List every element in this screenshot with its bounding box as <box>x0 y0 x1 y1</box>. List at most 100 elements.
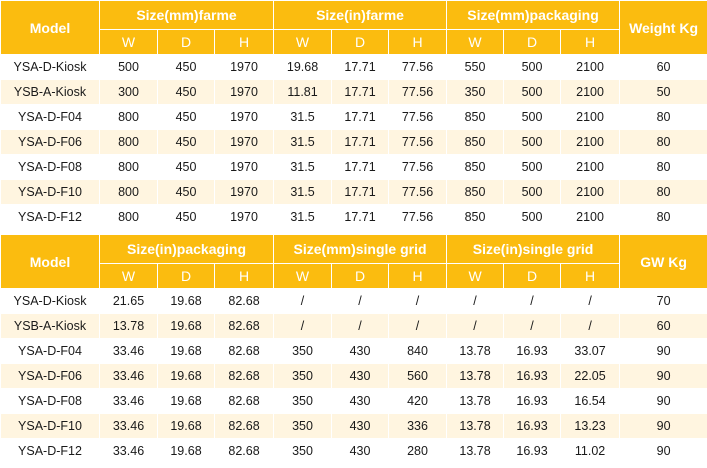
value-cell: / <box>388 288 448 314</box>
frame-dimension-header: D <box>157 29 215 55</box>
value-cell: 77.56 <box>388 104 448 130</box>
value-cell: 300 <box>99 79 158 105</box>
value-cell: 800 <box>99 104 158 130</box>
value-cell: 500 <box>503 179 562 205</box>
value-cell: 560 <box>388 363 448 389</box>
value-cell: 11.02 <box>560 438 621 464</box>
value-cell: 17.71 <box>331 54 390 80</box>
value-cell: 17.71 <box>331 204 390 230</box>
value-cell: 1970 <box>213 129 275 155</box>
packaging-group-header-row: Model Size(in)packaging Size(mm)single gri… <box>0 234 707 289</box>
packaging-dimension-header: H <box>560 263 621 289</box>
value-cell: 2100 <box>560 54 621 80</box>
value-cell: 31.5 <box>273 154 333 180</box>
value-cell: 16.54 <box>560 388 621 414</box>
value-cell: 82.68 <box>213 288 275 314</box>
table-row: YSA-D-F04 33.46 19.68 82.68 350 430 840 13.78 16… <box>0 338 707 364</box>
value-cell: 430 <box>331 413 390 439</box>
value-cell: 1970 <box>213 204 275 230</box>
value-cell: 33.46 <box>99 338 158 364</box>
value-cell: / <box>446 313 505 339</box>
value-cell: 17.71 <box>331 179 390 205</box>
value-cell: 13.78 <box>446 338 505 364</box>
model-cell: YSA-D-F04 <box>0 338 100 364</box>
value-cell: 82.68 <box>213 413 275 439</box>
value-cell: 19.68 <box>157 313 215 339</box>
value-cell: 77.56 <box>388 79 448 105</box>
value-cell: / <box>388 313 448 339</box>
frame-dimension-header: W <box>273 29 333 55</box>
frame-dimension-header: D <box>503 29 562 55</box>
value-cell: 800 <box>99 179 158 205</box>
frame-group-header: Size(in)farme <box>273 0 448 30</box>
packaging-dimension-header: D <box>331 263 390 289</box>
value-cell: 90 <box>619 413 707 439</box>
value-cell: / <box>331 288 390 314</box>
value-cell: 80 <box>619 154 707 180</box>
value-cell: / <box>560 288 621 314</box>
value-cell: 13.78 <box>99 313 158 339</box>
table-row: YSA-D-F04 800 450 1970 31.5 17.71 77.56 850 500 2… <box>0 104 707 130</box>
model-cell: YSA-D-F08 <box>0 388 100 414</box>
model-cell: YSA-D-Kiosk <box>0 54 100 80</box>
packaging-dimension-header: H <box>388 263 448 289</box>
value-cell: 70 <box>619 288 707 314</box>
value-cell: 13.78 <box>446 388 505 414</box>
packaging-dimension-header: D <box>503 263 562 289</box>
packaging-group-header: Size(in)single grid <box>446 234 621 264</box>
value-cell: 450 <box>157 104 215 130</box>
value-cell: 850 <box>446 179 505 205</box>
value-cell: 33.46 <box>99 388 158 414</box>
model-cell: YSA-D-F06 <box>0 129 100 155</box>
table-row: YSA-D-Kiosk 500 450 1970 19.68 17.71 77.56 550 5… <box>0 54 707 80</box>
value-cell: 77.56 <box>388 204 448 230</box>
value-cell: 17.71 <box>331 154 390 180</box>
value-cell: 2100 <box>560 104 621 130</box>
value-cell: / <box>273 313 333 339</box>
value-cell: 500 <box>99 54 158 80</box>
value-cell: 450 <box>157 154 215 180</box>
value-cell: 350 <box>273 438 333 464</box>
value-cell: 13.23 <box>560 413 621 439</box>
value-cell: 77.56 <box>388 154 448 180</box>
packaging-dimension-header: W <box>273 263 333 289</box>
value-cell: 450 <box>157 79 215 105</box>
value-cell: 13.78 <box>446 413 505 439</box>
value-cell: 82.68 <box>213 338 275 364</box>
table-row: YSA-D-F12 800 450 1970 31.5 17.71 77.56 850 500 2… <box>0 204 707 230</box>
value-cell: 80 <box>619 204 707 230</box>
value-cell: 11.81 <box>273 79 333 105</box>
value-cell: 840 <box>388 338 448 364</box>
packaging-dimension-header: H <box>213 263 275 289</box>
value-cell: 500 <box>503 154 562 180</box>
value-cell: 800 <box>99 154 158 180</box>
frame-dimension-header: D <box>331 29 390 55</box>
value-cell: 420 <box>388 388 448 414</box>
value-cell: 350 <box>273 338 333 364</box>
table-row: YSB-A-Kiosk 13.78 19.68 82.68// / / //60 <box>0 313 707 339</box>
value-cell: 82.68 <box>213 363 275 389</box>
spec-table-packaging: Model Size(in)packaging Size(mm)single gri… <box>0 234 707 464</box>
model-cell: YSB-A-Kiosk <box>0 313 100 339</box>
value-cell: 450 <box>157 179 215 205</box>
frame-dimension-header: H <box>560 29 621 55</box>
value-cell: 90 <box>619 388 707 414</box>
model-cell: YSA-D-F08 <box>0 154 100 180</box>
value-cell: 16.93 <box>503 438 562 464</box>
value-cell: 500 <box>503 79 562 105</box>
value-cell: 31.5 <box>273 179 333 205</box>
value-cell: 90 <box>619 338 707 364</box>
value-cell: 77.56 <box>388 54 448 80</box>
model-cell: YSA-D-F04 <box>0 104 100 130</box>
model-cell: YSA-D-F12 <box>0 204 100 230</box>
value-cell: 2100 <box>560 129 621 155</box>
value-cell: 430 <box>331 363 390 389</box>
table-row: YSA-D-F06 800 450 1970 31.5 17.71 77.56 850 500 2… <box>0 129 707 155</box>
table-row: YSA-D-Kiosk 21.65 19.68 82.68// / / //70 <box>0 288 707 314</box>
value-cell: 850 <box>446 129 505 155</box>
value-cell: 33.07 <box>560 338 621 364</box>
value-cell: 450 <box>157 54 215 80</box>
value-cell: 2100 <box>560 154 621 180</box>
packaging-dimension-header: D <box>157 263 215 289</box>
